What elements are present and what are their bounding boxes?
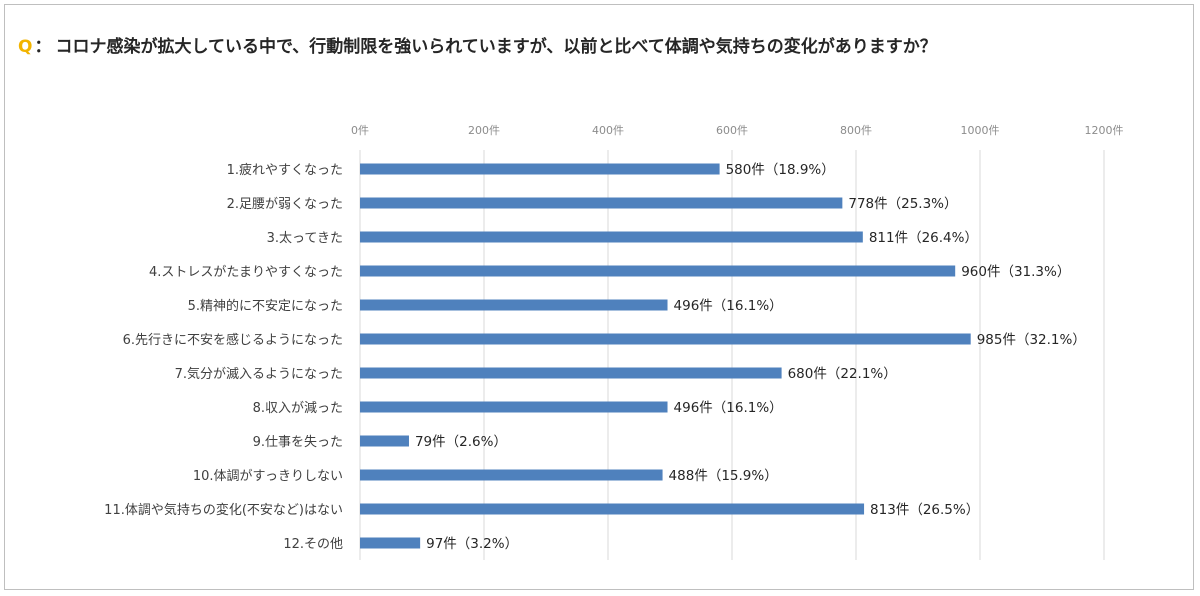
bar <box>360 163 720 175</box>
question-q-mark: Q <box>18 37 33 57</box>
data-label: 580件（18.9%） <box>726 162 835 178</box>
category-label: 7.気分が滅入るようになった <box>175 366 343 382</box>
category-labels: 1.疲れやすくなった 2.足腰が弱くなった 3.太ってきた 4.ストレスがたまりやすく… <box>104 162 343 552</box>
question-text: コロナ感染が拡大している中で、行動制限を強いられていますが、以前と比べて体調や気… <box>55 37 937 57</box>
bar <box>360 401 668 413</box>
data-label: 97件（3.2%） <box>426 536 518 552</box>
bars <box>360 163 971 549</box>
category-label: 9.仕事を失った <box>253 435 343 450</box>
category-label: 3.太ってきた <box>267 231 343 246</box>
x-tick-label: 0件 <box>351 124 369 137</box>
data-label: 811件（26.4%） <box>869 230 978 246</box>
x-tick-label: 600件 <box>716 124 748 137</box>
chart-frame <box>4 4 1194 590</box>
category-label: 1.疲れやすくなった <box>227 162 343 178</box>
category-label: 11.体調や気持ちの変化(不安など)はない <box>104 502 343 518</box>
x-tick-label: 1000件 <box>961 124 1000 137</box>
bar <box>360 265 956 277</box>
x-tick-label: 400件 <box>592 124 624 137</box>
bar <box>360 537 421 549</box>
grid-lines <box>359 150 1105 560</box>
data-label: 985件（32.1%） <box>977 332 1086 348</box>
data-labels: 580件（18.9%） 778件（25.3%） 811件（26.4%） 960件（31… <box>415 162 1086 552</box>
category-label: 5.精神的に不安定になった <box>188 298 343 314</box>
bar <box>360 435 409 447</box>
question-separator: ： <box>34 37 52 57</box>
x-axis-ticks: 0件 200件 400件 600件 800件 1000件 1200件 <box>351 124 1124 137</box>
x-tick-label: 800件 <box>840 124 872 137</box>
bar <box>360 333 971 345</box>
data-label: 488件（15.9%） <box>669 468 778 484</box>
data-label: 79件（2.6%） <box>415 434 507 450</box>
data-label: 960件（31.3%） <box>961 264 1070 280</box>
bar <box>360 503 865 515</box>
category-label: 12.その他 <box>283 537 343 552</box>
data-label: 813件（26.5%） <box>870 502 979 518</box>
data-label: 496件（16.1%） <box>674 400 783 416</box>
bar <box>360 367 782 379</box>
data-label: 496件（16.1%） <box>674 298 783 314</box>
bar <box>360 299 668 311</box>
data-label: 778件（25.3%） <box>848 196 957 212</box>
x-tick-label: 1200件 <box>1085 124 1124 137</box>
x-tick-label: 200件 <box>468 124 500 137</box>
bar <box>360 231 863 243</box>
category-label: 4.ストレスがたまりやすくなった <box>149 265 343 280</box>
data-label: 680件（22.1%） <box>788 366 897 382</box>
category-label: 2.足腰が弱くなった <box>227 197 343 212</box>
category-label: 8.収入が減った <box>253 400 343 416</box>
bar <box>360 469 663 481</box>
bar <box>360 197 843 209</box>
category-label: 6.先行きに不安を感じるようになった <box>123 332 343 348</box>
question-title: Q：コロナ感染が拡大している中で、行動制限を強いられていますが、以前と比べて体調… <box>18 32 937 57</box>
category-label: 10.体調がすっきりしない <box>193 469 343 484</box>
